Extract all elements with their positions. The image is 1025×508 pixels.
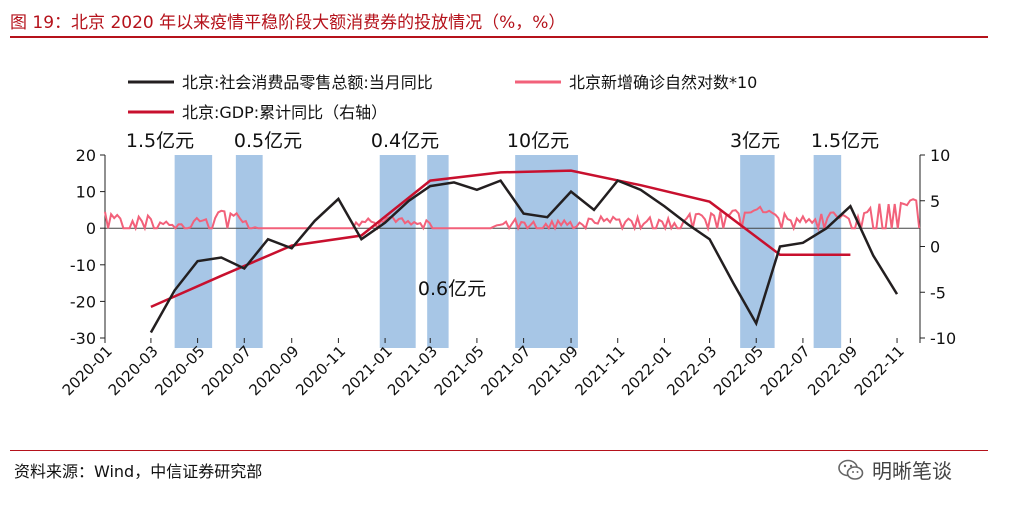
x-tick-label: 2020-01 xyxy=(59,342,116,399)
shaded-period xyxy=(427,155,449,348)
x-tick-label: 2021-05 xyxy=(431,342,488,399)
x-tick-label: 2020-05 xyxy=(151,342,208,399)
shade-label: 0.4亿元 xyxy=(371,130,439,152)
covid-series-line xyxy=(104,198,921,232)
x-tick-label: 2020-11 xyxy=(292,342,349,399)
shade-label: 10亿元 xyxy=(507,130,569,152)
left-tick-label: -20 xyxy=(70,292,96,311)
left-tick-label: 10 xyxy=(76,183,96,202)
x-tick-label: 2020-03 xyxy=(105,342,162,399)
left-tick-label: -30 xyxy=(70,329,96,348)
x-tick-label: 2022-05 xyxy=(710,342,767,399)
shaded-period xyxy=(813,155,842,348)
title-rule xyxy=(10,36,988,38)
x-tick-label: 2020-09 xyxy=(245,342,302,399)
shaded-period xyxy=(515,155,578,348)
x-tick-label: 2021-11 xyxy=(571,342,628,399)
right-tick-label: 10 xyxy=(930,146,950,165)
gdp-series-line xyxy=(150,169,851,309)
left-tick-label: 20 xyxy=(76,146,96,165)
legend-label: 北京:社会消费品零售总额:当月同比 xyxy=(182,73,433,92)
legend-label: 北京新增确诊自然对数*10 xyxy=(569,73,757,92)
left-tick-label: 0 xyxy=(86,219,96,238)
right-tick-label: 0 xyxy=(930,238,940,257)
x-tick-label: 2022-03 xyxy=(663,342,720,399)
retail-series-line xyxy=(149,179,899,334)
shade-label: 1.5亿元 xyxy=(811,130,879,152)
source-note: 资料来源：Wind，中信证券研究部 xyxy=(14,462,263,481)
x-tick-label: 2022-07 xyxy=(757,342,814,399)
x-tick-label: 2022-11 xyxy=(851,342,908,399)
x-tick-label: 2020-07 xyxy=(198,342,255,399)
legend-label: 北京:GDP:累计同比（右轴） xyxy=(182,103,387,122)
figure-title: 图 19：北京 2020 年以来疫情平稳阶段大额消费券的投放情况（%，%） xyxy=(10,13,566,33)
x-tick-label: 2021-03 xyxy=(384,342,441,399)
shade-label: 1.5亿元 xyxy=(126,130,194,152)
shade-label: 0.6亿元 xyxy=(418,278,486,300)
wechat-icon xyxy=(838,459,864,480)
shade-label: 3亿元 xyxy=(730,130,780,152)
x-tick-label: 2021-09 xyxy=(525,342,582,399)
right-tick-label: -5 xyxy=(930,283,946,302)
watermark-text: 明晰笔谈 xyxy=(872,459,952,483)
chart: 1.5亿元 0.5亿元 0.4亿元 0.6亿元 10亿元 3亿元 1.5亿元 20 10 0 -10… xyxy=(59,73,956,399)
right-tick-label: 5 xyxy=(930,192,940,211)
footer-rule xyxy=(10,450,988,451)
shaded-period xyxy=(379,155,416,348)
shade-label: 0.5亿元 xyxy=(234,130,302,152)
right-tick-label: -10 xyxy=(930,329,956,348)
x-tick-label: 2021-07 xyxy=(477,342,534,399)
x-tick-label: 2022-09 xyxy=(804,342,861,399)
left-tick-label: -10 xyxy=(70,256,96,275)
shaded-period xyxy=(174,155,213,348)
watermark: 明晰笔谈 xyxy=(838,455,952,484)
